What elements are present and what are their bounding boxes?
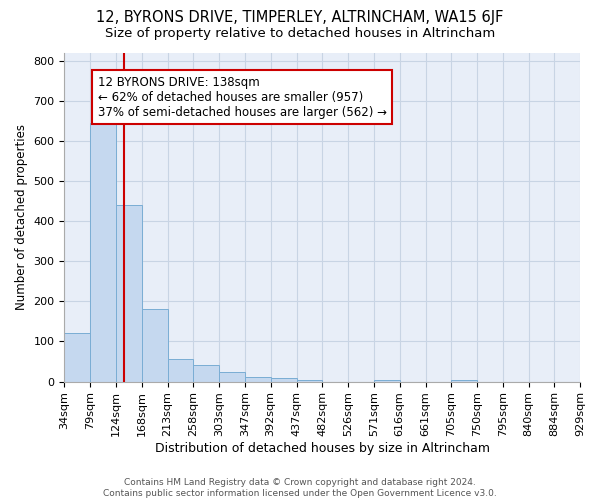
Bar: [271, 378, 296, 382]
Bar: [167, 358, 193, 382]
Text: 12, BYRONS DRIVE, TIMPERLEY, ALTRINCHAM, WA15 6JF: 12, BYRONS DRIVE, TIMPERLEY, ALTRINCHAM,…: [97, 10, 503, 25]
Bar: [220, 372, 245, 382]
Bar: [64, 332, 91, 382]
Bar: [91, 122, 116, 382]
Bar: [451, 380, 477, 382]
Bar: [296, 380, 322, 382]
Y-axis label: Number of detached properties: Number of detached properties: [15, 124, 28, 310]
Bar: [245, 377, 271, 382]
Bar: [116, 205, 142, 382]
Bar: [142, 310, 167, 382]
Text: Size of property relative to detached houses in Altrincham: Size of property relative to detached ho…: [105, 28, 495, 40]
Text: 12 BYRONS DRIVE: 138sqm
← 62% of detached houses are smaller (957)
37% of semi-d: 12 BYRONS DRIVE: 138sqm ← 62% of detache…: [98, 76, 386, 118]
Text: Contains HM Land Registry data © Crown copyright and database right 2024.
Contai: Contains HM Land Registry data © Crown c…: [103, 478, 497, 498]
Bar: [193, 364, 220, 382]
X-axis label: Distribution of detached houses by size in Altrincham: Distribution of detached houses by size …: [155, 442, 490, 455]
Bar: [374, 380, 400, 382]
